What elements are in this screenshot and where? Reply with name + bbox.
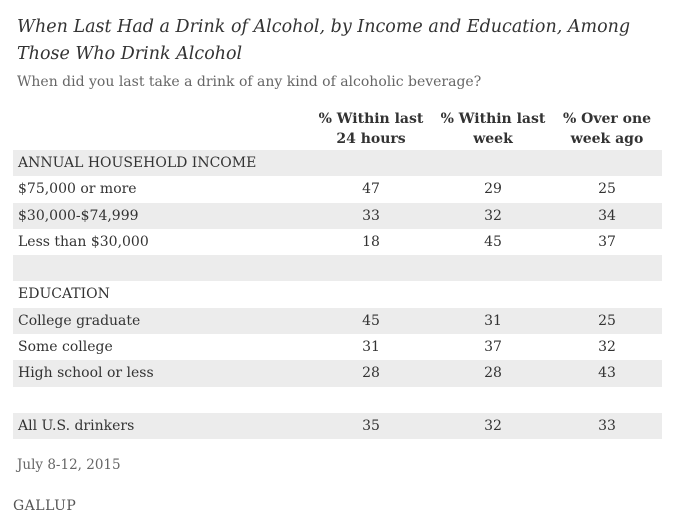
section-header-row: ANNUAL HOUSEHOLD INCOME xyxy=(13,150,662,177)
table-cell: 37 xyxy=(598,233,616,250)
table-cell: 25 xyxy=(598,181,616,198)
table-header-row: % Within last 24 hours % Within last wee… xyxy=(13,107,662,150)
table-row: All U.S. drinkers 35 32 33 xyxy=(13,412,662,440)
row-label: $30,000-$74,999 xyxy=(18,207,139,224)
table-cell: 28 xyxy=(484,365,502,382)
table-row: Less than $30,000 18 45 37 xyxy=(13,229,662,255)
table-cell: 45 xyxy=(362,312,380,329)
gallup-logo: GALLUP xyxy=(13,498,77,514)
column-header-within-24-hours: % Within last 24 hours xyxy=(318,111,424,147)
row-label: College graduate xyxy=(18,312,141,329)
table-row: High school or less 28 28 43 xyxy=(13,360,662,387)
table-cell: 33 xyxy=(362,207,380,224)
data-table: % Within last 24 hours % Within last wee… xyxy=(13,107,662,440)
row-label: Less than $30,000 xyxy=(18,233,149,250)
table-body: ANNUAL HOUSEHOLD INCOME $75,000 or more 47… xyxy=(13,150,662,440)
table-cell: 43 xyxy=(598,365,616,382)
table-cell: 45 xyxy=(484,233,502,250)
table-cell: 33 xyxy=(598,417,616,434)
survey-dates: July 8-12, 2015 xyxy=(17,457,121,473)
table-cell: 37 xyxy=(484,339,502,356)
table-cell: 25 xyxy=(598,312,616,329)
spacer-row xyxy=(13,387,662,413)
chart-subtitle: When did you last take a drink of any ki… xyxy=(17,74,482,90)
table-cell: 34 xyxy=(598,207,616,224)
table-cell: 31 xyxy=(484,312,502,329)
table-cell: 32 xyxy=(598,339,616,356)
section-label: ANNUAL HOUSEHOLD INCOME xyxy=(18,155,257,171)
table-cell: 47 xyxy=(362,181,380,198)
section-label: EDUCATION xyxy=(18,286,110,303)
spacer-row xyxy=(13,255,662,282)
table-row: Some college 31 37 32 xyxy=(13,334,662,360)
column-header-within-last-week: % Within last week xyxy=(440,111,546,147)
table-cell: 18 xyxy=(362,233,380,250)
table-row: $30,000-$74,999 33 32 34 xyxy=(13,202,662,229)
row-label: All U.S. drinkers xyxy=(18,417,135,434)
section-header-row: EDUCATION xyxy=(13,281,662,307)
row-label: Some college xyxy=(18,339,113,356)
chart-title: When Last Had a Drink of Alcohol, by Inc… xyxy=(17,17,631,64)
table-row: $75,000 or more 47 29 25 xyxy=(13,176,662,202)
table-cell: 29 xyxy=(484,181,502,198)
table-cell: 31 xyxy=(362,339,380,356)
column-header-over-one-week: % Over one week ago xyxy=(562,111,652,147)
table-cell: 28 xyxy=(362,365,380,382)
table-row: College graduate 45 31 25 xyxy=(13,307,662,335)
table-cell: 32 xyxy=(484,417,502,434)
table-cell: 32 xyxy=(484,207,502,224)
row-label: High school or less xyxy=(18,365,154,382)
table-cell: 35 xyxy=(362,417,380,434)
row-label: $75,000 or more xyxy=(18,181,137,198)
